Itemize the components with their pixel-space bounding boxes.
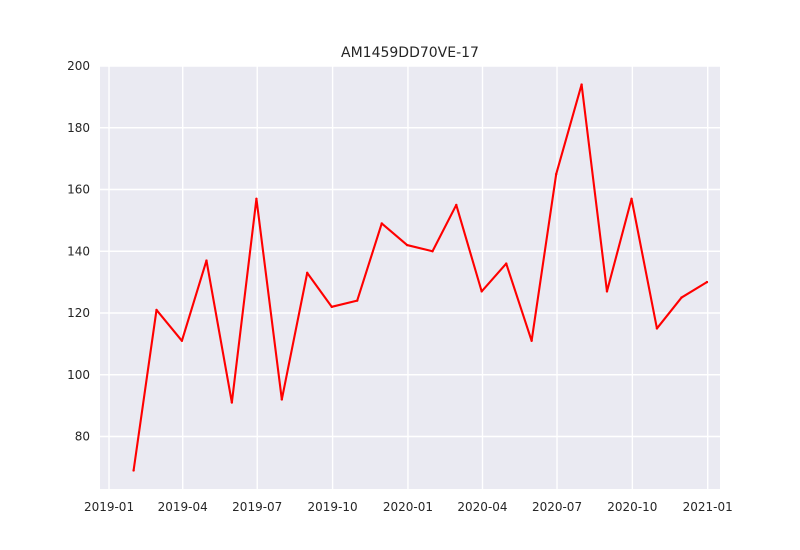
y-tick-label: 100 <box>67 368 90 382</box>
data-point <box>605 290 609 293</box>
data-point <box>680 296 683 299</box>
data-point <box>330 305 333 309</box>
y-tick-label: 80 <box>75 430 90 444</box>
x-tick-label: 2019-07 <box>232 500 282 514</box>
data-point <box>255 197 258 200</box>
data-point <box>155 308 158 312</box>
y-tick-label: 180 <box>67 121 90 135</box>
chart-title: AM1459DD70VE-17 <box>341 45 479 61</box>
data-point <box>205 259 208 262</box>
y-tick-label: 160 <box>67 183 90 197</box>
series-line <box>132 83 708 472</box>
data-point <box>705 280 709 284</box>
data-point <box>230 401 234 404</box>
x-axis-ticks: 2019-01 2019-04 2019-07 2019-10 2020-01 2020-… <box>84 500 733 514</box>
data-point <box>480 290 483 293</box>
series-layer <box>132 83 709 472</box>
data-point <box>530 339 533 342</box>
y-axis-ticks: 80 100 120 140 160 180 200 <box>67 59 90 444</box>
x-tick-label: 2019-10 <box>308 500 358 514</box>
data-point <box>132 469 135 472</box>
data-point <box>505 262 508 265</box>
x-tick-label: 2020-01 <box>383 500 433 514</box>
data-point <box>655 327 659 330</box>
data-point <box>306 271 309 275</box>
data-point <box>630 197 633 200</box>
x-tick-label: 2019-04 <box>158 500 208 514</box>
x-tick-label: 2021-01 <box>683 500 733 514</box>
x-tick-label: 2020-04 <box>457 500 507 514</box>
x-tick-label: 2020-07 <box>532 500 582 514</box>
data-point <box>280 398 284 401</box>
x-tick-label: 2020-10 <box>607 500 657 514</box>
data-point <box>580 83 583 86</box>
data-point <box>405 243 409 247</box>
data-point <box>431 250 434 253</box>
data-point <box>355 299 359 302</box>
data-point <box>554 172 558 176</box>
y-tick-label: 120 <box>67 306 90 320</box>
data-point <box>380 222 383 225</box>
y-tick-label: 200 <box>67 59 90 73</box>
x-tick-label: 2019-01 <box>84 500 134 514</box>
plot-area <box>100 66 720 489</box>
data-point <box>180 339 184 342</box>
y-tick-label: 140 <box>67 244 90 258</box>
data-point <box>455 203 458 207</box>
